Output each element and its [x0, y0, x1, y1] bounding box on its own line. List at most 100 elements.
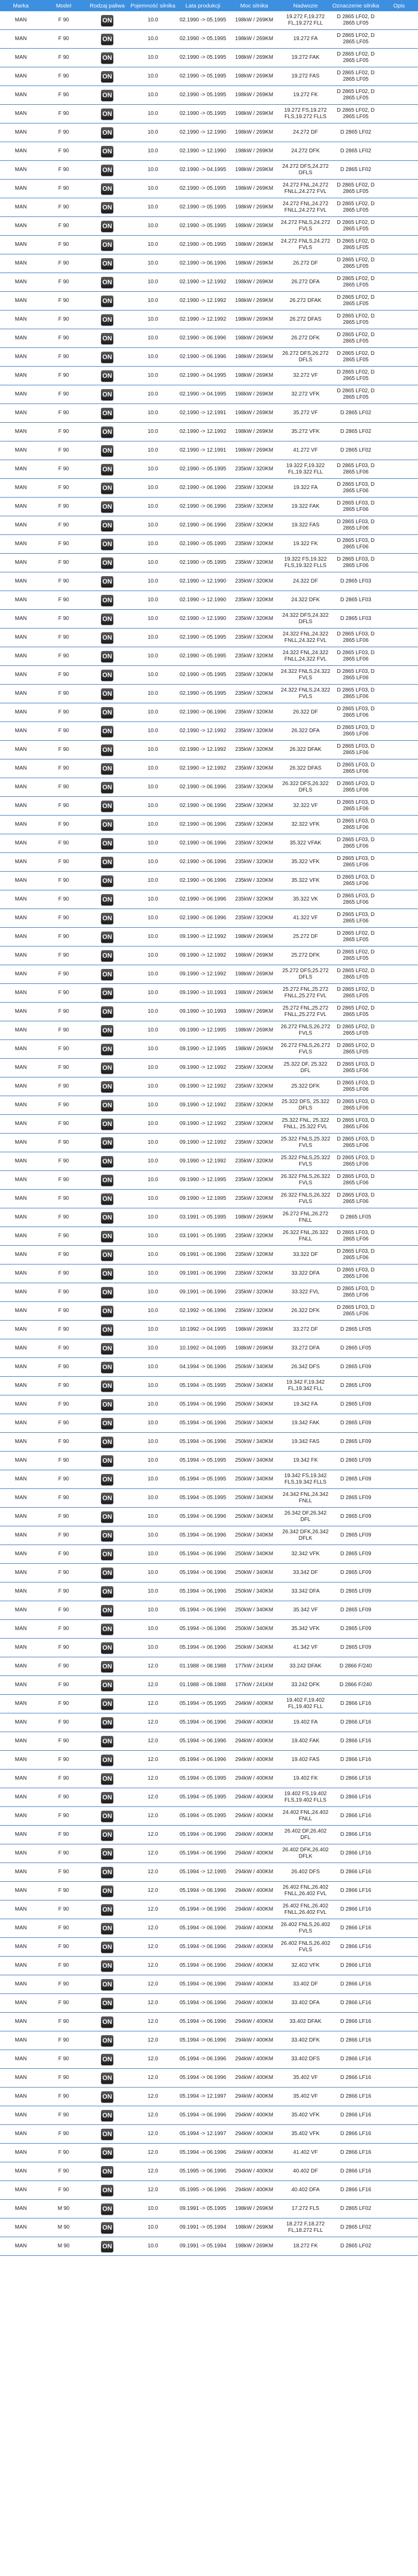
cell-model: F 90 — [42, 1283, 86, 1302]
cell-marka: MAN — [0, 1133, 42, 1152]
cell-body: 19.402 FK — [280, 1769, 331, 1788]
cell-body: 24.402 FNL,24.402 FNLL — [280, 1806, 331, 1826]
cell-marka: MAN — [0, 1919, 42, 1938]
cell-fuel-type: ON — [86, 1919, 129, 1938]
cell-production-years: 02.1992 -> 06.1996 — [177, 1301, 229, 1321]
cell-description — [380, 1021, 418, 1040]
table-row: MAN F 90 ON 10.0 02.1990 -> 04.1995 198kW / 2… — [0, 366, 418, 385]
table-row: MAN F 90 ON 12.0 05.1994 -> 06.1996 294kW / 4… — [0, 1750, 418, 1770]
cell-body: 26.322 DFAK — [280, 740, 331, 759]
cell-fuel-type: ON — [86, 310, 129, 329]
cell-marka: MAN — [0, 254, 42, 273]
fuel-badge-icon: ON — [101, 1417, 113, 1429]
cell-body: 19.342 FK — [280, 1451, 331, 1470]
cell-engine-code: D 2865 LF03 — [331, 572, 380, 591]
cell-engine-power: 235kW / 320KM — [229, 1283, 280, 1302]
cell-engine-capacity: 10.0 — [129, 628, 177, 647]
cell-body: 26.322 DFAS — [280, 759, 331, 778]
cell-engine-code: D 2865 LF09 — [331, 1488, 380, 1508]
cell-engine-power: 294kW / 400KM — [229, 2031, 280, 2050]
fuel-badge-icon: ON — [101, 1922, 113, 1934]
cell-body: 35.322 VFK — [280, 871, 331, 890]
cell-marka: MAN — [0, 1058, 42, 1077]
header-marka[interactable]: Marka — [0, 0, 42, 11]
cell-model: F 90 — [42, 1638, 86, 1657]
table-row: MAN F 90 ON 10.0 02.1990 -> 05.1995 198kW / 2… — [0, 198, 418, 217]
cell-production-years: 02.1990 -> 05.1995 — [177, 198, 229, 217]
cell-production-years: 02.1990 -> 12.1990 — [177, 572, 229, 591]
cell-model: F 90 — [42, 198, 86, 217]
cell-engine-code: D 2865 LF03, D 2865 LF06 — [331, 1170, 380, 1190]
cell-production-years: 01.1988 -> 08.1988 — [177, 1657, 229, 1676]
cell-fuel-type: ON — [86, 1133, 129, 1152]
table-row: MAN F 90 ON 10.0 05.1994 -> 06.1996 250kW / 3… — [0, 1414, 418, 1433]
header-engine-power[interactable]: Moc silnika — [229, 0, 280, 11]
cell-body: 25.322 DFS, 25.322 DFLS — [280, 1096, 331, 1115]
cell-model: F 90 — [42, 29, 86, 49]
header-body[interactable]: Nadwozie — [280, 0, 331, 11]
table-row: MAN F 90 ON 12.0 05.1994 -> 06.1996 294kW / 4… — [0, 1993, 418, 2013]
cell-body: 17.272 FLS — [280, 2199, 331, 2218]
cell-model: M 90 — [42, 2199, 86, 2218]
cell-model: F 90 — [42, 478, 86, 498]
cell-description — [380, 2050, 418, 2069]
fuel-badge-icon: ON — [101, 33, 113, 45]
cell-engine-capacity: 10.0 — [129, 404, 177, 423]
cell-description — [380, 1900, 418, 1919]
cell-engine-code: D 2866 LF16 — [331, 2050, 380, 2069]
header-fuel-type[interactable]: Rodzaj paliwa — [86, 0, 129, 11]
cell-production-years: 09.1990 -> 12.1995 — [177, 1021, 229, 1040]
cell-engine-power: 294kW / 400KM — [229, 2012, 280, 2031]
cell-engine-power: 235kW / 320KM — [229, 1133, 280, 1152]
cell-model: F 90 — [42, 1039, 86, 1059]
header-engine-code[interactable]: Oznaczenie silnika — [331, 0, 380, 11]
header-model[interactable]: Model — [42, 0, 86, 11]
cell-body: 33.322 DF — [280, 1245, 331, 1264]
table-row: MAN F 90 ON 10.0 02.1990 -> 04.1995 198kW / 2… — [0, 160, 418, 180]
cell-model: F 90 — [42, 1732, 86, 1751]
table-row: MAN F 90 ON 10.0 02.1990 -> 06.1996 235kW / 3… — [0, 871, 418, 890]
cell-engine-code: D 2865 LF03, D 2865 LF06 — [331, 460, 380, 479]
cell-engine-capacity: 10.0 — [129, 1582, 177, 1601]
cell-model: F 90 — [42, 1320, 86, 1339]
cell-description — [380, 778, 418, 797]
fuel-badge-icon: ON — [101, 1754, 113, 1766]
cell-marka: MAN — [0, 441, 42, 460]
cell-engine-capacity: 10.0 — [129, 1395, 177, 1414]
cell-marka: MAN — [0, 1507, 42, 1526]
cell-engine-capacity: 12.0 — [129, 1919, 177, 1938]
cell-engine-power: 235kW / 320KM — [229, 1189, 280, 1208]
cell-description — [380, 983, 418, 1003]
cell-engine-capacity: 10.0 — [129, 2218, 177, 2237]
cell-fuel-type: ON — [86, 665, 129, 685]
cell-model: F 90 — [42, 778, 86, 797]
cell-description — [380, 478, 418, 498]
cell-production-years: 02.1990 -> 12.1992 — [177, 759, 229, 778]
cell-engine-capacity: 12.0 — [129, 1788, 177, 1807]
cell-engine-power: 294kW / 400KM — [229, 1750, 280, 1770]
table-row: MAN F 90 ON 10.0 02.1990 -> 05.1995 198kW / 2… — [0, 179, 418, 198]
cell-engine-capacity: 10.0 — [129, 1563, 177, 1582]
table-row: MAN F 90 ON 10.0 02.1990 -> 12.1990 235kW / 3… — [0, 609, 418, 629]
cell-engine-code: D 2865 LF03, D 2865 LF06 — [331, 516, 380, 535]
header-production-years[interactable]: Lata produkcji — [177, 0, 229, 11]
fuel-badge-icon: ON — [101, 1904, 113, 1915]
cell-description — [380, 366, 418, 385]
cell-engine-power: 198kW / 269KM — [229, 29, 280, 49]
cell-marka: MAN — [0, 216, 42, 236]
cell-body: 24.322 DF — [280, 572, 331, 591]
cell-model: F 90 — [42, 684, 86, 703]
header-description[interactable]: Opis — [380, 0, 418, 11]
cell-engine-capacity: 10.0 — [129, 441, 177, 460]
cell-engine-code: D 2865 LF03, D 2865 LF06 — [331, 778, 380, 797]
cell-model: F 90 — [42, 1414, 86, 1433]
cell-engine-code: D 2866 LF16 — [331, 2162, 380, 2181]
cell-engine-power: 235kW / 320KM — [229, 1114, 280, 1134]
cell-engine-code: D 2865 LF02, D 2865 LF05 — [331, 965, 380, 984]
cell-engine-power: 198kW / 269KM — [229, 1320, 280, 1339]
header-engine-capacity[interactable]: Pojemność silnika — [129, 0, 177, 11]
table-row: MAN F 90 ON 10.0 09.1990 -> 12.1992 235kW / 3… — [0, 1058, 418, 1077]
cell-production-years: 09.1991 -> 06.1996 — [177, 1283, 229, 1302]
cell-engine-power: 235kW / 320KM — [229, 609, 280, 629]
cell-engine-capacity: 10.0 — [129, 1002, 177, 1021]
